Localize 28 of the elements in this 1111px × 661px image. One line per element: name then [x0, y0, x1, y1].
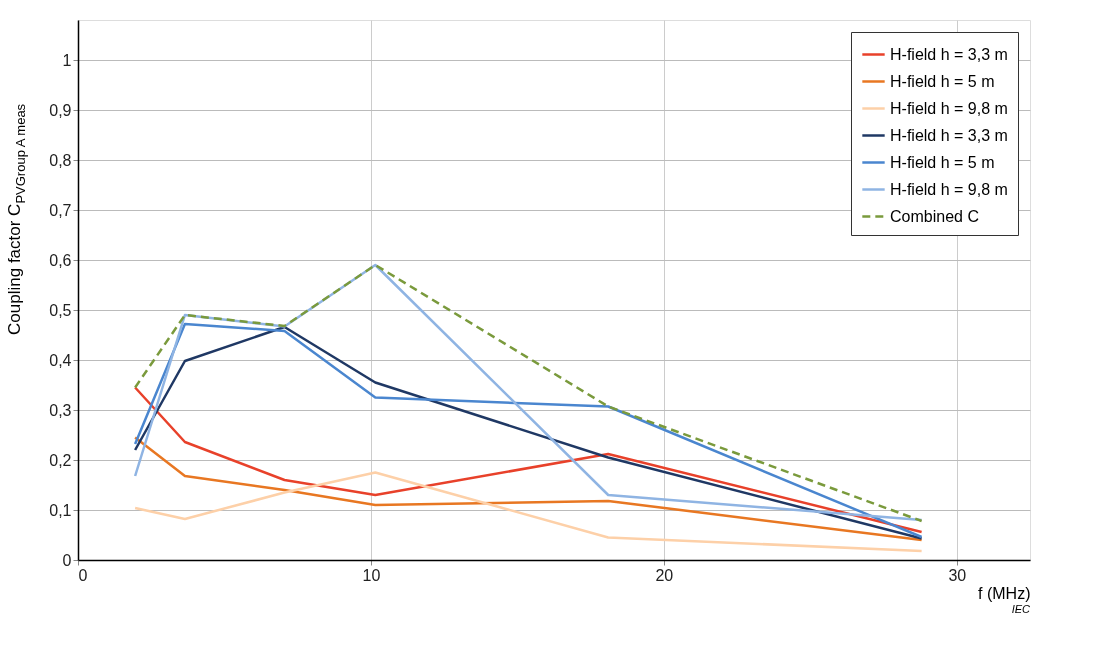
- x-tick-label: 0: [78, 566, 88, 584]
- legend-label: H-field h = 9,8 m: [890, 99, 1008, 117]
- legend-label: H-field h = 3,3 m: [890, 126, 1008, 144]
- y-axis-title: Coupling factor CPVGroup A meas: [5, 103, 28, 335]
- legend-label: Combined C: [890, 207, 979, 225]
- y-tick-label: 0,3: [49, 401, 72, 419]
- x-tick-label: 30: [948, 566, 967, 584]
- y-tick-label: 0,2: [49, 451, 72, 469]
- legend-label: H-field h = 9,8 m: [890, 180, 1008, 198]
- y-tick-label: 0,9: [49, 101, 72, 119]
- legend-label: H-field h = 5 m: [890, 72, 995, 90]
- text: IEC: [1011, 603, 1031, 615]
- x-axis-title: f (MHz): [978, 584, 1031, 602]
- line-series: [133, 436, 923, 542]
- y-tick-label: 0,8: [49, 151, 72, 169]
- y-tick-label: 0,6: [49, 251, 72, 269]
- legend-label: H-field h = 3,3 m: [890, 45, 1008, 63]
- line-series: [133, 471, 923, 553]
- x-tick-label: 20: [655, 566, 674, 584]
- legend-label: H-field h = 5 m: [890, 153, 995, 171]
- y-tick-label: 1: [62, 51, 72, 69]
- y-tick-label: 0: [62, 551, 72, 569]
- y-tick-label: 0,1: [49, 501, 72, 519]
- line-series: [133, 386, 923, 534]
- y-tick-label: 0,5: [49, 301, 72, 319]
- y-tick-label: 0,4: [49, 351, 72, 369]
- x-tick-label: 10: [362, 566, 381, 584]
- y-tick-label: 0,7: [49, 201, 72, 219]
